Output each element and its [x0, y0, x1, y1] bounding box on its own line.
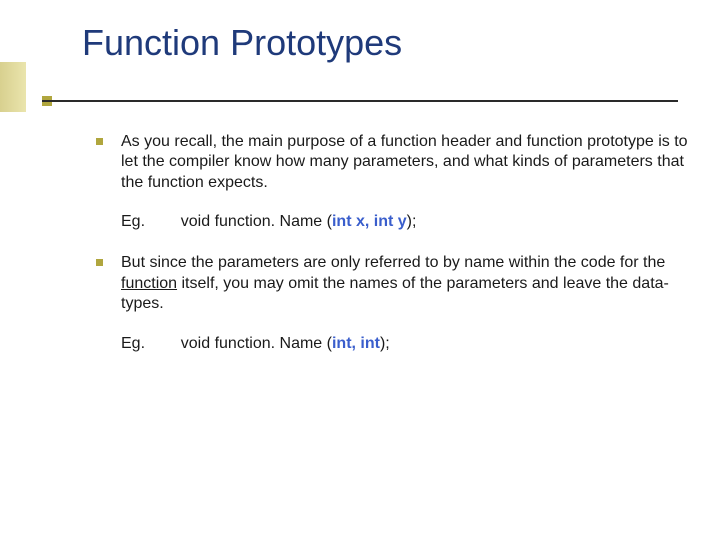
example-label: Eg.	[121, 335, 163, 353]
bullet-text-pre: But since the parameters are only referr…	[121, 254, 665, 271]
example-code: int, int	[332, 335, 380, 352]
example-prefix: void function. Name (	[181, 335, 332, 352]
example-line: Eg. void function. Name (int, int);	[121, 335, 692, 353]
example-suffix: );	[380, 335, 390, 352]
bullet-text: As you recall, the main purpose of a fun…	[121, 132, 692, 193]
slide-title: Function Prototypes	[82, 22, 402, 64]
bullet-icon	[96, 138, 103, 145]
example-code: int x, int y	[332, 213, 407, 230]
example-prefix: void function. Name (	[181, 213, 332, 230]
title-underline	[42, 100, 678, 102]
example-label: Eg.	[121, 213, 163, 231]
bullet-icon	[96, 259, 103, 266]
bullet-item: As you recall, the main purpose of a fun…	[96, 132, 692, 231]
bullet-text-underlined: function	[121, 275, 177, 292]
slide: Function Prototypes As you recall, the m…	[0, 0, 720, 540]
bullet-item: But since the parameters are only referr…	[96, 253, 692, 352]
example-suffix: );	[407, 213, 417, 230]
example-line: Eg. void function. Name (int x, int y);	[121, 213, 692, 231]
bullet-text: But since the parameters are only referr…	[121, 253, 692, 314]
slide-body: As you recall, the main purpose of a fun…	[96, 132, 692, 375]
accent-bar	[0, 62, 26, 112]
bullet-text-post: itself, you may omit the names of the pa…	[121, 275, 669, 312]
